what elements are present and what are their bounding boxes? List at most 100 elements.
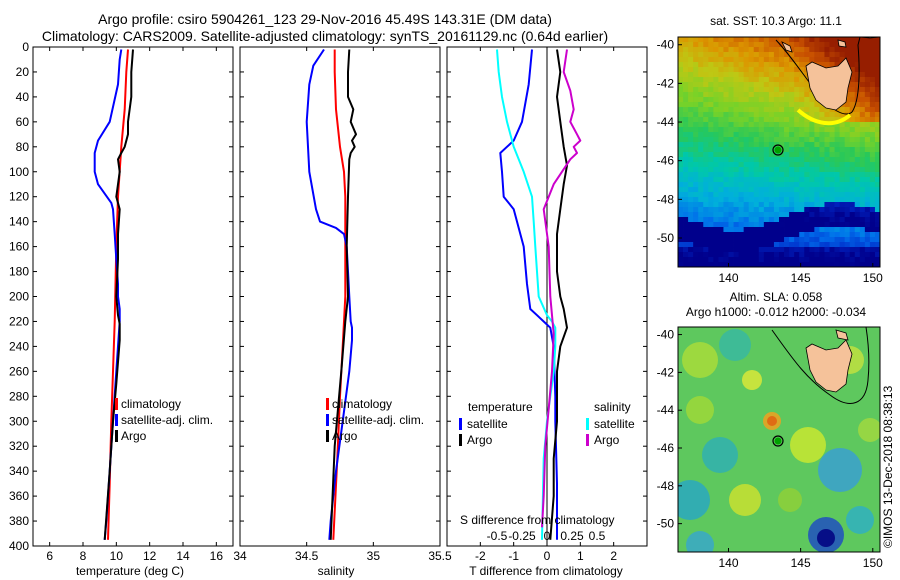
sst-cell (718, 52, 724, 58)
sst-cell (814, 157, 820, 163)
sst-cell (733, 37, 739, 43)
sst-cell (854, 72, 861, 78)
sst-cell (864, 262, 871, 267)
sst-cell (748, 102, 755, 108)
sst-cell (698, 117, 704, 123)
sst-cell (728, 47, 734, 53)
sst-cell (713, 262, 719, 267)
sst-cell (733, 227, 739, 233)
sst-cell (743, 247, 750, 253)
sst-cell (743, 157, 750, 163)
sst-cell (698, 177, 704, 183)
sst-cell (869, 37, 876, 43)
sst-cell (683, 147, 689, 153)
salinity-plot-frame (239, 46, 441, 547)
sst-cell (753, 257, 760, 263)
sst-cell (849, 257, 856, 263)
sst-cell (683, 137, 689, 143)
sst-cell (683, 237, 689, 243)
sst-cell (713, 147, 719, 153)
sst-cell (844, 207, 851, 213)
sst-cell (733, 132, 739, 138)
sst-cell (743, 192, 750, 198)
sla-anomaly-blob (818, 448, 862, 492)
sst-cell (768, 67, 775, 73)
sst-cell (799, 52, 805, 58)
sst-cell (874, 237, 880, 243)
sst-cell (819, 262, 825, 267)
sst-cell (738, 87, 745, 93)
sla-contour-outer (771, 327, 870, 404)
sst-cell (864, 67, 871, 73)
sst-cell (854, 177, 861, 183)
depth-tick-label: 400 (9, 539, 29, 553)
sst-cell (834, 237, 840, 243)
sst-cell (819, 157, 825, 163)
sst-cell (854, 57, 861, 63)
sst-cell (874, 187, 880, 193)
sst-cell (763, 37, 770, 43)
sst-cell (758, 197, 765, 203)
sst-cell (789, 122, 795, 128)
sst-cell (733, 42, 739, 48)
sst-cell (789, 142, 795, 148)
sst-cell (683, 222, 689, 228)
sst-cell (784, 82, 790, 88)
sst-cell (804, 177, 810, 183)
sst-cell (713, 92, 719, 98)
sst-cell (829, 177, 835, 183)
sst-cell (814, 207, 820, 213)
x-tick-label: 34.5 (295, 549, 319, 563)
sst-cell (683, 107, 689, 113)
sst-cell (733, 52, 739, 58)
sla-lat-axis: -40-42-44-46-48-50 (657, 328, 682, 531)
sst-cell (799, 197, 805, 203)
sst-cell (728, 127, 734, 133)
sst-cell (819, 107, 825, 113)
sst-cell (723, 242, 729, 248)
sst-cell (708, 257, 714, 263)
sst-cell (743, 252, 750, 258)
sst-cell (799, 262, 805, 267)
sst-cell (859, 147, 866, 153)
sst-cell (829, 47, 835, 53)
sst-cell (809, 167, 815, 173)
legend-label: satellite-adj. clim. (332, 413, 424, 427)
depth-tick-label: 320 (9, 439, 29, 453)
sst-cell (794, 87, 800, 93)
sst-cell (688, 62, 694, 68)
sst-cell (794, 177, 800, 183)
sst-cell (763, 162, 770, 168)
sst-cell (864, 237, 871, 243)
sst-cell (804, 127, 810, 133)
sst-cell (763, 72, 770, 78)
sst-cell (799, 77, 805, 83)
sst-map-frame (677, 36, 881, 268)
sst-cell (698, 187, 704, 193)
sst-cell (819, 197, 825, 203)
sst-cell (693, 182, 699, 188)
sst-cell (703, 172, 709, 178)
sst-cell (814, 57, 820, 63)
sst-cell (869, 192, 876, 198)
sst-cell (773, 187, 780, 193)
sst-cell (748, 237, 755, 243)
sst-cell (723, 62, 729, 68)
sst-cell (763, 262, 770, 267)
sst-cell (708, 217, 714, 223)
sst-cell (829, 252, 835, 258)
sst-cell (728, 142, 734, 148)
sst-cell (703, 187, 709, 193)
sst-cell (773, 217, 780, 223)
sst-cell (804, 207, 810, 213)
sst-map-panel: sat. SST: 10.3 Argo: 11.1 -40-42-44-46-4… (657, 14, 883, 285)
sst-cell (804, 37, 810, 43)
sst-cell (698, 107, 704, 113)
sst-cell (738, 97, 745, 103)
sst-cell (784, 92, 790, 98)
sst-cell (829, 167, 835, 173)
sst-cell (859, 192, 866, 198)
sst-cell (854, 157, 861, 163)
sst-cell (728, 97, 734, 103)
sst-cell (753, 187, 760, 193)
